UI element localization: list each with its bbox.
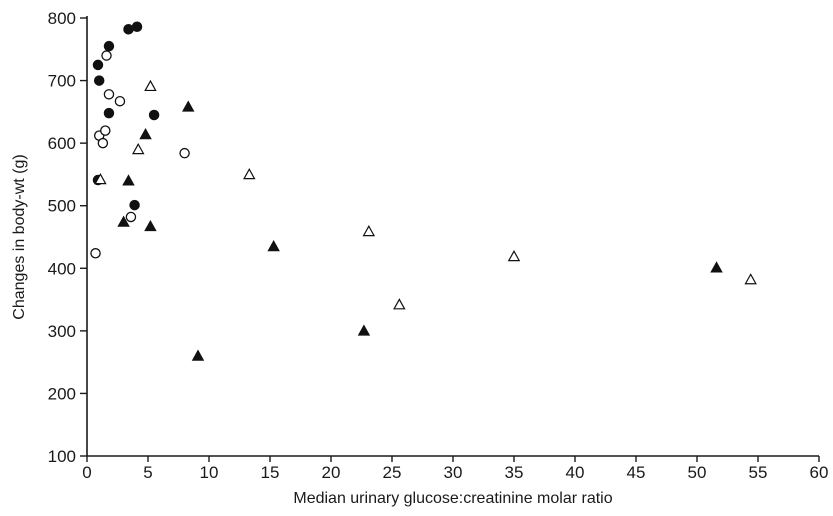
open-circle-point	[101, 50, 112, 61]
axes	[86, 16, 819, 457]
filled-triangle-point	[144, 219, 157, 232]
filled-circle-point	[93, 75, 105, 86]
open-triangle-point	[144, 79, 157, 92]
y-tick-label: 500	[48, 197, 76, 216]
filled-triangle-point	[122, 174, 135, 186]
filled-circle-point	[123, 24, 134, 35]
open-triangle-point	[94, 173, 107, 185]
filled-circle-point	[103, 107, 115, 119]
open-circle-point	[125, 211, 137, 223]
x-tick-label: 45	[627, 463, 646, 482]
open-triangle-point	[744, 273, 757, 285]
filled-triangle-point	[117, 215, 130, 227]
data-points	[90, 21, 757, 361]
filled-triangle-point	[267, 239, 280, 252]
open-circle-point	[100, 125, 111, 136]
filled-circle-point	[129, 199, 140, 211]
x-tick-label: 40	[566, 463, 585, 482]
open-triangle-point	[132, 142, 145, 155]
y-tick-label: 600	[48, 134, 76, 153]
y-tick-label: 300	[48, 322, 76, 341]
open-triangle-point	[362, 224, 376, 237]
open-triangle-point	[507, 249, 521, 262]
y-tick-label: 700	[48, 72, 76, 91]
x-tick-label: 35	[505, 463, 524, 482]
filled-triangle-point	[182, 100, 195, 112]
filled-circle-point	[148, 109, 160, 121]
open-circle-point	[179, 147, 190, 159]
x-tick-label: 15	[261, 463, 280, 482]
open-circle-point	[103, 89, 115, 100]
y-axis-ticks: 100 200 300 400 500 600 700 800	[48, 9, 87, 466]
x-tick-label: 10	[200, 463, 219, 482]
open-triangle-point	[393, 298, 406, 310]
x-axis-title: Median urinary glucose:creatinine molar …	[293, 490, 612, 507]
y-tick-label: 100	[48, 447, 76, 466]
open-triangle-point	[243, 168, 256, 180]
filled-triangle-point	[710, 261, 723, 273]
filled-triangle-point	[357, 324, 371, 336]
x-tick-label: 25	[383, 463, 402, 482]
filled-circle-point	[103, 40, 115, 52]
x-tick-label: 5	[143, 463, 152, 482]
filled-circle-point	[131, 21, 143, 33]
filled-triangle-point	[191, 349, 205, 361]
y-tick-label: 800	[48, 9, 76, 28]
open-circle-point	[114, 95, 126, 107]
x-tick-label: 20	[322, 463, 341, 482]
x-tick-label: 0	[82, 463, 91, 482]
x-tick-label: 30	[444, 463, 463, 482]
filled-triangle-point	[139, 127, 152, 140]
x-tick-label: 50	[688, 463, 707, 482]
y-tick-label: 200	[48, 384, 76, 403]
open-circle-point	[97, 137, 109, 149]
filled-circle-point	[92, 59, 104, 71]
open-circle-point	[90, 248, 101, 259]
x-tick-label: 55	[749, 463, 768, 482]
x-tick-label: 60	[810, 463, 829, 482]
x-axis-ticks: 0 5 10 15 20 25 30 35 40 45 50 55 60	[82, 456, 828, 482]
y-tick-label: 400	[48, 259, 76, 278]
y-axis-title: Changes in body-wt (g)	[11, 154, 28, 319]
